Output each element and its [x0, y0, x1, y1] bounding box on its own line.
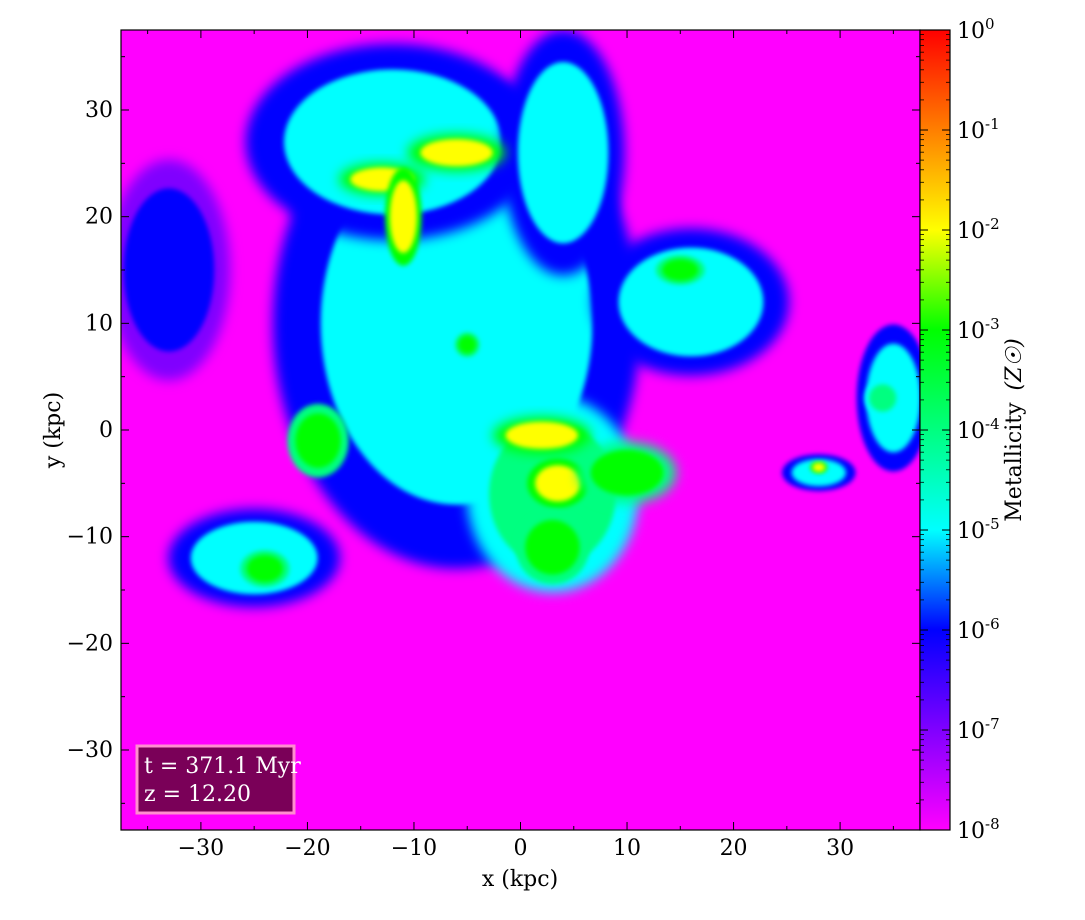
colorbar-tick-label: 10-8 [957, 815, 1000, 844]
region-star-burst-arm-3 [384, 167, 422, 266]
x-tick-label: 20 [720, 836, 748, 861]
region-clump-e [655, 255, 705, 285]
colorbar-label-text: Metallicity [1002, 402, 1027, 522]
colorbar-tick-label: 100 [957, 15, 995, 44]
region-clump-f [864, 379, 902, 417]
x-tick-label: −20 [284, 836, 330, 861]
x-tick-label: 10 [613, 836, 641, 861]
y-tick-label: −30 [67, 738, 113, 763]
region-upper-right-cloud [501, 30, 625, 276]
x-axis-label: x (kpc) [482, 867, 558, 892]
colorbar-tick-label: 10-1 [957, 115, 1000, 144]
region-core [283, 69, 502, 215]
colorbar-unit: (Z☉) [1002, 338, 1027, 390]
region-core [812, 462, 826, 472]
region-core [662, 259, 699, 281]
x-tick-label: −30 [178, 836, 224, 861]
colorbar-tick-label: 10-2 [957, 215, 1000, 244]
colorbar-tick-label: 10-7 [957, 715, 1000, 744]
region-clump-a [287, 403, 349, 478]
y-tick-label: −10 [67, 525, 113, 550]
region-core [505, 421, 579, 449]
y-tick-label: −20 [67, 631, 113, 656]
axis-ticks: −30 −20 −10 0 10 20 30 −30 −20 −10 0 10 20 30 [67, 30, 920, 861]
region-right-cloud [592, 228, 789, 376]
annotation-redshift: z = 12.20 [144, 782, 251, 807]
colorbar-tick-label: 10-3 [957, 315, 1000, 344]
y-tick-label: 0 [99, 418, 113, 443]
region-clump-c [527, 458, 589, 508]
region-core [246, 555, 283, 583]
colorbar-label: Metallicity (Z☉) [1002, 338, 1027, 521]
y-tick-label: 10 [85, 311, 113, 336]
x-tick-label: −10 [391, 836, 437, 861]
region-core [389, 180, 417, 253]
region-star-burst-arm-1 [407, 134, 506, 172]
region-clump-b [492, 416, 591, 454]
region-upper-cloud [245, 43, 540, 241]
region-core [295, 413, 341, 468]
region-core [458, 335, 477, 354]
annotation-time: t = 371.1 Myr [144, 754, 301, 779]
annotation-box [135, 744, 296, 815]
region-clump-j [240, 550, 290, 588]
region-left-edge-cloud [121, 159, 231, 381]
colorbar-tick-label: 10-5 [957, 515, 1000, 544]
region-clump-h [454, 332, 480, 357]
region-core [420, 139, 493, 167]
time-redshift-annotation: t = 371.1 Myr z = 12.20 [135, 744, 301, 815]
x-tick-label: 0 [514, 836, 528, 861]
region-clump-i [810, 461, 828, 474]
region-core [590, 450, 664, 496]
region-core [525, 520, 580, 575]
region-core [535, 465, 581, 502]
y-tick-label: 20 [85, 205, 113, 230]
y-tick-label: 30 [85, 98, 113, 123]
region-core [517, 62, 609, 244]
region-core [618, 247, 764, 357]
region-clump-d [578, 442, 677, 504]
colorbar-tick-label: 10-6 [957, 615, 1000, 644]
region-core [869, 384, 897, 412]
region-clump-g [515, 510, 590, 585]
colorbar-ticks: 100 10-1 10-2 10-3 10-4 10-5 10-6 10-7 10-8 [920, 15, 1000, 844]
colorbar-tick-label: 10-4 [957, 415, 1000, 444]
x-tick-label: 30 [826, 836, 854, 861]
region-core [123, 188, 215, 352]
y-axis-label: y (kpc) [41, 392, 66, 469]
heatmap-layer [121, 30, 920, 608]
